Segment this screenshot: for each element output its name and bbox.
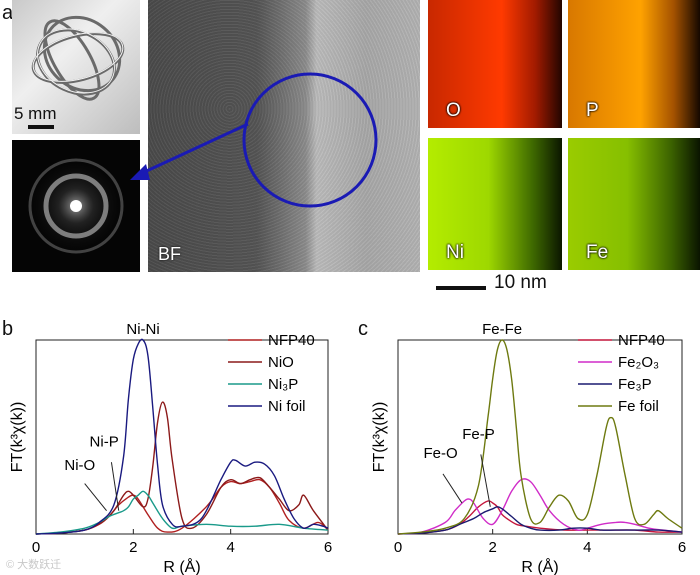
photo-scale-bar: [28, 125, 54, 129]
plot-frame: [35, 339, 329, 535]
map-label-p: P: [586, 100, 599, 121]
chart-c-exafs-fe: 0 2 4 6 R (Å) FT(k³χ(k)) NFP40 Fe₂O₃ Fe₃P Fe foil…: [371, 321, 686, 575]
legend-label: Ni foil: [268, 398, 306, 415]
tem-overlay: [242, 72, 378, 208]
legend-label: Fe foil: [618, 398, 659, 415]
x-tick-label: 6: [324, 539, 332, 556]
map-label-fe: Fe: [586, 242, 609, 263]
annotation-pointer: [480, 454, 491, 507]
peak-annotation: Fe-P: [462, 426, 495, 443]
legend-label: Fe₃P: [618, 376, 652, 393]
photo-scale-label: 5 mm: [14, 104, 57, 123]
x-axis-label: R (Å): [163, 557, 200, 575]
map-scale-label: 10 nm: [494, 272, 547, 293]
chart-b-exafs-ni: 0 2 4 6 R (Å) FT(k³χ(k)) NFP40 NiO Ni₃P Ni foil Ni…: [9, 321, 332, 575]
x-axis-label: R (Å): [521, 557, 558, 575]
series-line-2: [35, 490, 329, 535]
x-tick-label: 2: [129, 539, 137, 556]
legend-label: NFP40: [268, 332, 315, 349]
saed-pattern: [12, 140, 140, 272]
eds-map-o: [428, 0, 562, 128]
x-tick-label: 0: [394, 539, 402, 556]
plot-frame: [397, 339, 683, 535]
annotation-pointer: [442, 473, 463, 504]
y-axis-label: FT(k³χ(k)): [9, 402, 26, 473]
map-label-o: O: [446, 100, 461, 121]
eds-map-fe: [568, 138, 700, 270]
watermark: © 大数跃迁: [6, 559, 62, 571]
y-axis-label: FT(k³χ(k)): [371, 402, 388, 473]
eds-map-p: [568, 0, 700, 128]
map-scale-bar: [436, 286, 486, 290]
peak-annotation: Ni-Ni: [126, 321, 159, 338]
x-tick-label: 0: [32, 539, 40, 556]
panel-a-letter: a: [2, 2, 14, 24]
annotation-pointer: [84, 483, 107, 512]
peak-annotation: Ni-O: [64, 457, 95, 474]
bf-label: BF: [158, 244, 182, 264]
panel-c-letter: c: [358, 318, 368, 340]
series-line-1: [397, 478, 683, 535]
area-arrow: [130, 122, 249, 180]
legend-label: NFP40: [618, 332, 665, 349]
panel-b-letter: b: [2, 318, 14, 340]
legend-label: NiO: [268, 354, 294, 371]
peak-annotation: Fe-O: [424, 445, 458, 462]
tem-bright-field-image: [148, 0, 420, 272]
x-tick-label: 4: [583, 539, 591, 556]
annotation-pointer: [110, 462, 120, 511]
map-label-ni: Ni: [446, 242, 464, 263]
selected-area-circle: [242, 72, 378, 208]
x-tick-label: 6: [678, 539, 686, 556]
x-tick-label: 4: [226, 539, 234, 556]
series-line-3: [35, 338, 329, 535]
peak-annotation: Fe-Fe: [482, 321, 522, 338]
eds-map-ni: [428, 138, 562, 270]
ribbon-illustration: [31, 15, 125, 101]
legend-label: Ni₃P: [268, 376, 298, 393]
x-tick-label: 2: [488, 539, 496, 556]
ribbon-photo: [12, 0, 140, 134]
series-line-1: [35, 401, 329, 535]
series-line-2: [397, 506, 683, 535]
legend-label: Fe₂O₃: [618, 354, 659, 371]
diffraction-rings: [26, 156, 126, 256]
peak-annotation: Ni-P: [90, 434, 119, 451]
series-line-3: [397, 339, 683, 535]
